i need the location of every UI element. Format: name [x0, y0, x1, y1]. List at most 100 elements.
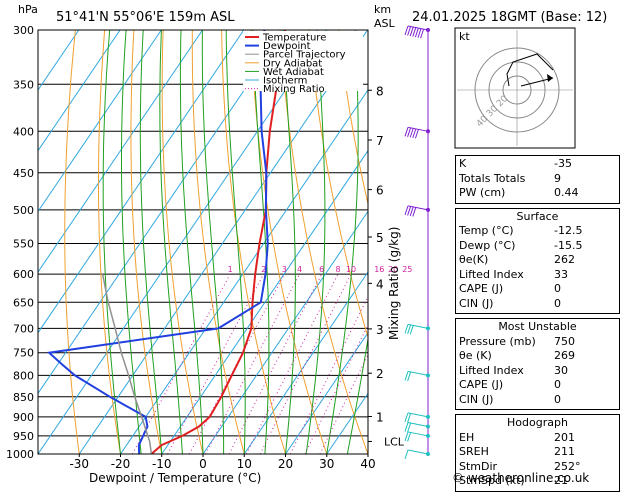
wind-barb-feather — [404, 25, 409, 36]
index-row: StmSpd (kt) 21 — [459, 474, 616, 489]
wind-barb-feather — [404, 127, 409, 137]
x-axis-label: Dewpoint / Temperature (°C) — [89, 471, 261, 485]
isotherm-line — [202, 210, 368, 454]
dry-adiabat-line — [161, 30, 204, 454]
pressure-tick-label: 600 — [13, 268, 34, 281]
legend-entry: Temperature — [262, 33, 326, 44]
wind-barb-feather — [409, 26, 414, 37]
hpa-unit-label: hPa — [18, 3, 38, 16]
parcel-trajectory-profile — [101, 273, 153, 454]
km-tick-label: 5 — [376, 231, 384, 245]
index-row: Lifted Index 33 — [459, 268, 616, 283]
legend-entry: Mixing Ratio — [263, 84, 325, 95]
index-label: CIN (J) — [459, 296, 494, 310]
index-value: 9 — [554, 171, 561, 185]
isotherm-line — [38, 30, 286, 395]
wind-barb-feather — [407, 422, 412, 433]
mixing-ratio-labels: 1 2 3 4 6 8 10 16 20 25 — [228, 265, 413, 274]
surface-title: Surface — [516, 209, 559, 223]
wind-barb-shaft — [407, 323, 429, 329]
pressure-tick-label: 850 — [13, 391, 34, 404]
x-tick-label: 20 — [278, 457, 293, 471]
pressure-tick-label: 950 — [13, 430, 34, 443]
pressure-tick-label: 350 — [13, 78, 34, 91]
index-value: 252° — [554, 459, 581, 473]
wind-barb-shaft — [407, 431, 429, 437]
wind-barb-feather — [404, 324, 409, 334]
wind-barb-feather — [407, 127, 412, 137]
index-row: Pressure (mb) 750 — [459, 335, 616, 350]
index-value: -15.5 — [554, 238, 583, 252]
isotherm-line — [161, 149, 368, 454]
km-tick-label: 4 — [376, 277, 384, 291]
hodograph-title: Hodograph — [507, 416, 568, 429]
index-label: StmDir — [459, 459, 498, 473]
index-label: Lifted Index — [459, 363, 524, 377]
index-label: K — [459, 157, 467, 170]
wind-barb-feather — [412, 128, 417, 139]
index-row: CIN (J) 0 — [459, 393, 616, 408]
wind-barb-feather — [404, 422, 409, 432]
wind-barb-feather — [404, 371, 409, 381]
dry-adiabat-line — [221, 30, 286, 454]
wind-barb-feather — [420, 28, 425, 39]
x-tick-label: -20 — [111, 457, 131, 471]
legend-entry: Parcel Trajectory — [263, 50, 346, 61]
index-value: 33 — [554, 267, 568, 281]
pressure-tick-label: 650 — [13, 296, 34, 309]
mixing-ratio-label: 16 — [374, 265, 384, 274]
index-label: θe (K) — [459, 349, 492, 362]
isotherm-line — [38, 30, 203, 273]
dewpoint-profile — [46, 30, 269, 454]
index-value: 269 — [554, 349, 575, 362]
index-value: 21 — [554, 474, 568, 487]
index-row: Dewp (°C) -15.5 — [459, 239, 616, 254]
index-row: Temp (°C) -12.5 — [459, 224, 616, 239]
dry-adiabat-line — [191, 30, 245, 454]
index-label: StmSpd (kt) — [459, 474, 525, 487]
pressure-tick-label: 1000 — [6, 448, 34, 461]
mixing-ratio-label: 25 — [402, 265, 412, 274]
copyright-footer: © weatheronline.co.uk — [452, 471, 590, 485]
legend-entry: Dry Adiabat — [263, 58, 322, 69]
wet-adiabat-line — [159, 30, 183, 454]
index-row: CIN (J) 0 — [459, 297, 616, 312]
mixing-ratio-label: 20 — [388, 265, 398, 274]
index-label: SREH — [459, 445, 489, 458]
surface-box: Surface Temp (°C) -12.5 Dewp (°C) -15.5 θe(K… — [455, 207, 620, 314]
index-row: StmDir 252° — [459, 460, 616, 475]
index-value: 0 — [554, 282, 561, 295]
index-value: 0 — [554, 378, 561, 391]
x-tick-label: -30 — [69, 457, 89, 471]
wind-barb-feather — [407, 26, 412, 36]
dry-adiabat-line — [279, 30, 368, 454]
wet-adiabat-line — [225, 30, 246, 454]
index-value: 30 — [554, 363, 568, 377]
index-label: Pressure (mb) — [459, 334, 536, 348]
index-value: -12.5 — [554, 224, 583, 237]
legend-entry: Wet Adiabat — [263, 67, 324, 78]
right-axis-label: Mixing Ratio (g/kg) — [387, 227, 401, 340]
index-row: CAPE (J) 0 — [459, 282, 616, 297]
wind-barb-feather — [404, 449, 409, 460]
wet-adiabat-line — [282, 30, 296, 454]
legend-entry: Isotherm — [263, 76, 307, 87]
pressure-tick-label: 800 — [13, 369, 34, 382]
km-tick-label: 6 — [376, 184, 384, 198]
index-value: 0 — [554, 392, 561, 406]
isotherm-line — [285, 331, 368, 454]
x-tick-label: -10 — [152, 457, 172, 471]
mixing-ratio-line — [228, 273, 323, 454]
index-row: PW (cm) 0.44 — [459, 186, 616, 201]
km-tick-label: 7 — [376, 134, 384, 148]
pressure-tick-label: 900 — [13, 411, 34, 424]
wet-adiabat-line — [179, 30, 204, 454]
storm-motion-arrowhead — [547, 74, 553, 82]
index-label: Lifted Index — [459, 267, 524, 281]
wind-barb-feather — [409, 325, 414, 335]
x-tick-label: 10 — [237, 457, 252, 471]
dry-adiabat-line — [250, 30, 328, 454]
wet-adiabat-line — [326, 30, 359, 454]
mixing-ratio-line — [245, 273, 339, 454]
